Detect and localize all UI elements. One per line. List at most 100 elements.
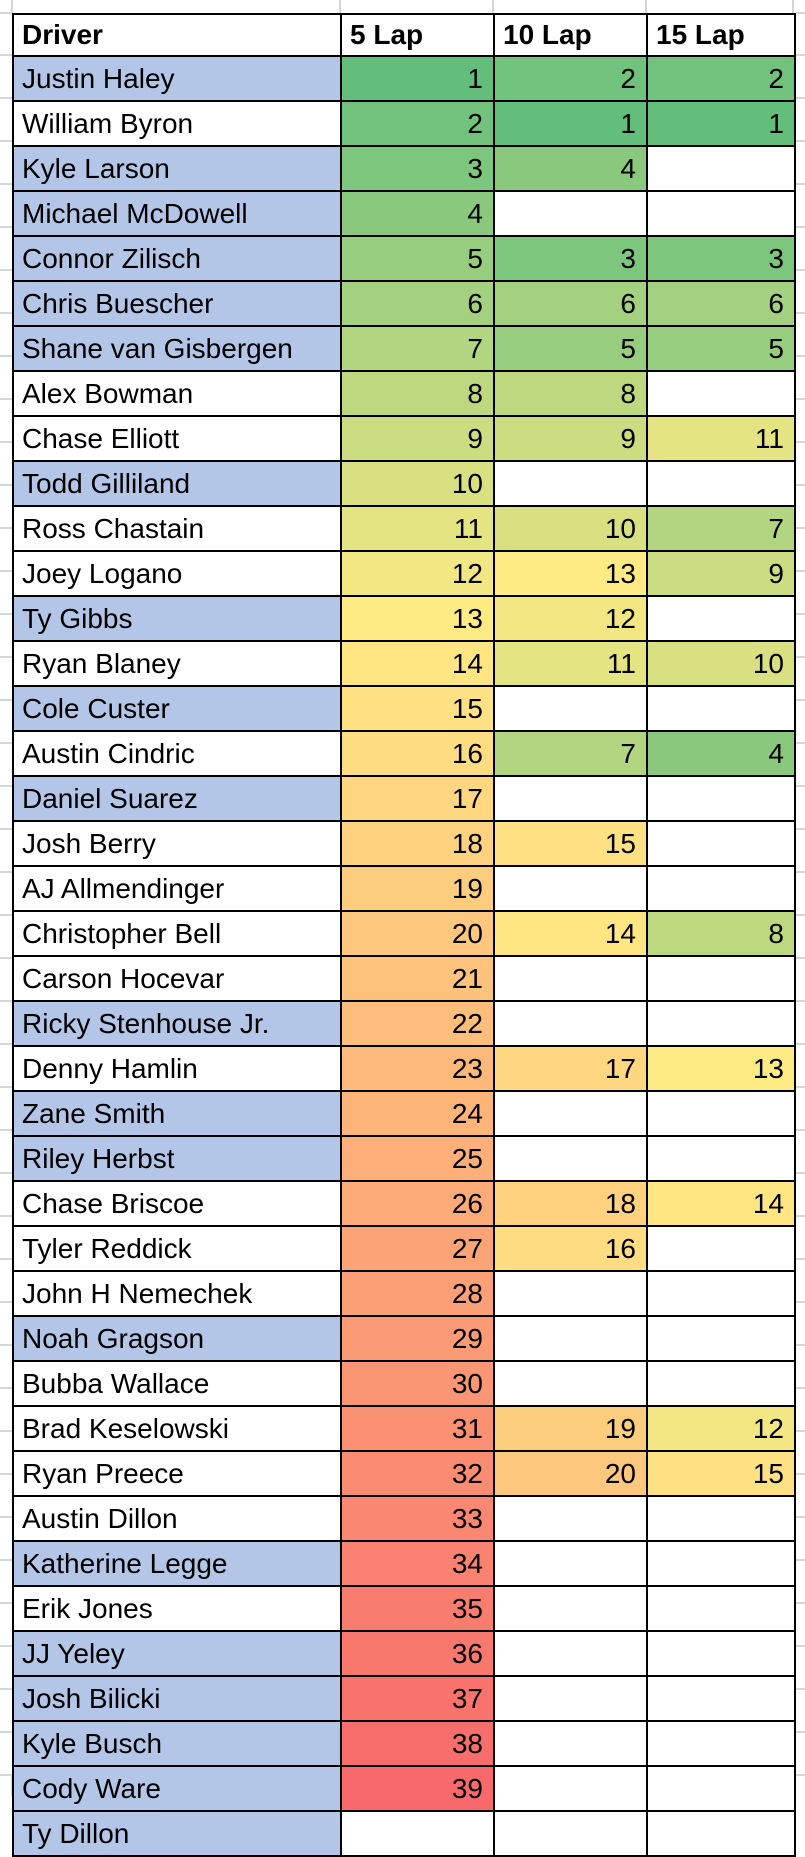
lap15-rank-cell[interactable]	[646, 1225, 796, 1272]
lap5-rank-cell[interactable]: 30	[340, 1360, 495, 1407]
lap5-rank-cell[interactable]: 16	[340, 730, 495, 777]
lap10-rank-cell[interactable]	[493, 1315, 648, 1362]
lap10-rank-cell[interactable]: 15	[493, 820, 648, 867]
lap5-rank-cell[interactable]: 7	[340, 325, 495, 372]
lap10-rank-cell[interactable]	[493, 1585, 648, 1632]
lap10-rank-cell[interactable]: 8	[493, 370, 648, 417]
lap15-rank-cell[interactable]	[646, 1315, 796, 1362]
lap5-rank-cell[interactable]: 38	[340, 1720, 495, 1767]
lap10-rank-cell[interactable]: 5	[493, 325, 648, 372]
lap5-rank-cell[interactable]: 22	[340, 1000, 495, 1047]
driver-name-cell[interactable]: Christopher Bell	[12, 910, 342, 957]
lap10-rank-cell[interactable]: 13	[493, 550, 648, 597]
column-header-10-lap[interactable]: 10 Lap	[493, 13, 648, 57]
lap5-rank-cell[interactable]: 1	[340, 55, 495, 102]
lap10-rank-cell[interactable]: 7	[493, 730, 648, 777]
lap5-rank-cell[interactable]: 37	[340, 1675, 495, 1722]
lap15-rank-cell[interactable]: 15	[646, 1450, 796, 1497]
lap15-rank-cell[interactable]	[646, 1000, 796, 1047]
lap5-rank-cell[interactable]: 33	[340, 1495, 495, 1542]
lap10-rank-cell[interactable]: 4	[493, 145, 648, 192]
driver-name-cell[interactable]: Justin Haley	[12, 55, 342, 102]
lap15-rank-cell[interactable]	[646, 955, 796, 1002]
lap5-rank-cell[interactable]: 13	[340, 595, 495, 642]
lap15-rank-cell[interactable]	[646, 1720, 796, 1767]
driver-name-cell[interactable]: Katherine Legge	[12, 1540, 342, 1587]
driver-name-cell[interactable]: AJ Allmendinger	[12, 865, 342, 912]
lap5-rank-cell[interactable]	[340, 1810, 495, 1857]
driver-name-cell[interactable]: Chris Buescher	[12, 280, 342, 327]
driver-name-cell[interactable]: Ryan Preece	[12, 1450, 342, 1497]
lap15-rank-cell[interactable]: 13	[646, 1045, 796, 1092]
driver-name-cell[interactable]: Josh Berry	[12, 820, 342, 867]
lap15-rank-cell[interactable]: 11	[646, 415, 796, 462]
lap10-rank-cell[interactable]: 20	[493, 1450, 648, 1497]
lap10-rank-cell[interactable]	[493, 1810, 648, 1857]
lap10-rank-cell[interactable]: 12	[493, 595, 648, 642]
lap10-rank-cell[interactable]	[493, 1495, 648, 1542]
lap15-rank-cell[interactable]	[646, 1135, 796, 1182]
driver-name-cell[interactable]: Noah Gragson	[12, 1315, 342, 1362]
lap15-rank-cell[interactable]: 2	[646, 55, 796, 102]
lap15-rank-cell[interactable]	[646, 775, 796, 822]
lap10-rank-cell[interactable]: 17	[493, 1045, 648, 1092]
lap5-rank-cell[interactable]: 29	[340, 1315, 495, 1362]
lap15-rank-cell[interactable]	[646, 1765, 796, 1812]
driver-name-cell[interactable]: William Byron	[12, 100, 342, 147]
lap15-rank-cell[interactable]: 8	[646, 910, 796, 957]
driver-name-cell[interactable]: Zane Smith	[12, 1090, 342, 1137]
lap10-rank-cell[interactable]	[493, 460, 648, 507]
lap15-rank-cell[interactable]: 5	[646, 325, 796, 372]
lap5-rank-cell[interactable]: 25	[340, 1135, 495, 1182]
lap5-rank-cell[interactable]: 14	[340, 640, 495, 687]
lap5-rank-cell[interactable]: 18	[340, 820, 495, 867]
lap15-rank-cell[interactable]: 7	[646, 505, 796, 552]
lap5-rank-cell[interactable]: 10	[340, 460, 495, 507]
lap10-rank-cell[interactable]	[493, 1360, 648, 1407]
lap10-rank-cell[interactable]	[493, 1270, 648, 1317]
lap5-rank-cell[interactable]: 3	[340, 145, 495, 192]
lap10-rank-cell[interactable]	[493, 685, 648, 732]
lap10-rank-cell[interactable]	[493, 1630, 648, 1677]
lap10-rank-cell[interactable]	[493, 1135, 648, 1182]
lap15-rank-cell[interactable]	[646, 1585, 796, 1632]
lap5-rank-cell[interactable]: 2	[340, 100, 495, 147]
lap10-rank-cell[interactable]: 10	[493, 505, 648, 552]
lap5-rank-cell[interactable]: 27	[340, 1225, 495, 1272]
lap10-rank-cell[interactable]: 16	[493, 1225, 648, 1272]
lap5-rank-cell[interactable]: 19	[340, 865, 495, 912]
lap5-rank-cell[interactable]: 31	[340, 1405, 495, 1452]
lap15-rank-cell[interactable]: 3	[646, 235, 796, 282]
driver-name-cell[interactable]: Cody Ware	[12, 1765, 342, 1812]
lap15-rank-cell[interactable]: 1	[646, 100, 796, 147]
driver-name-cell[interactable]: Ty Gibbs	[12, 595, 342, 642]
lap15-rank-cell[interactable]	[646, 595, 796, 642]
driver-name-cell[interactable]: Cole Custer	[12, 685, 342, 732]
lap5-rank-cell[interactable]: 34	[340, 1540, 495, 1587]
lap5-rank-cell[interactable]: 8	[340, 370, 495, 417]
driver-name-cell[interactable]: Carson Hocevar	[12, 955, 342, 1002]
lap5-rank-cell[interactable]: 15	[340, 685, 495, 732]
driver-name-cell[interactable]: John H Nemechek	[12, 1270, 342, 1317]
lap15-rank-cell[interactable]	[646, 190, 796, 237]
lap15-rank-cell[interactable]	[646, 1630, 796, 1677]
lap15-rank-cell[interactable]	[646, 1540, 796, 1587]
lap15-rank-cell[interactable]: 14	[646, 1180, 796, 1227]
driver-name-cell[interactable]: Kyle Busch	[12, 1720, 342, 1767]
lap10-rank-cell[interactable]: 18	[493, 1180, 648, 1227]
lap10-rank-cell[interactable]	[493, 955, 648, 1002]
lap5-rank-cell[interactable]: 23	[340, 1045, 495, 1092]
lap10-rank-cell[interactable]: 2	[493, 55, 648, 102]
lap5-rank-cell[interactable]: 28	[340, 1270, 495, 1317]
lap15-rank-cell[interactable]: 4	[646, 730, 796, 777]
driver-name-cell[interactable]: Austin Dillon	[12, 1495, 342, 1542]
lap5-rank-cell[interactable]: 20	[340, 910, 495, 957]
lap15-rank-cell[interactable]	[646, 1675, 796, 1722]
lap15-rank-cell[interactable]: 10	[646, 640, 796, 687]
driver-name-cell[interactable]: Joey Logano	[12, 550, 342, 597]
lap15-rank-cell[interactable]	[646, 370, 796, 417]
lap10-rank-cell[interactable]	[493, 775, 648, 822]
lap15-rank-cell[interactable]	[646, 820, 796, 867]
lap15-rank-cell[interactable]	[646, 1090, 796, 1137]
driver-name-cell[interactable]: JJ Yeley	[12, 1630, 342, 1677]
